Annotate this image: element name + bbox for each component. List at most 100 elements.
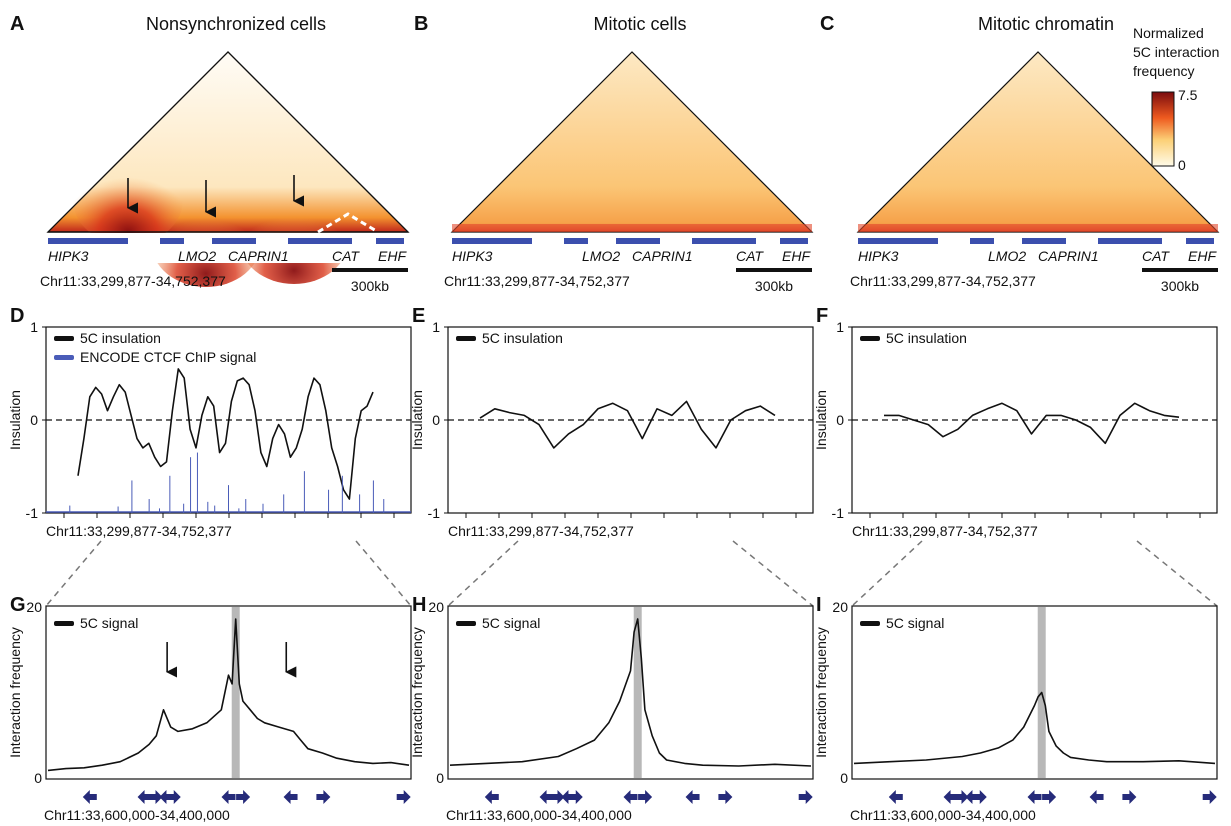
fragment-arrow-icon <box>954 790 969 804</box>
fragment-arrow-icon <box>137 790 152 804</box>
colorbar-title: frequency <box>1133 63 1194 79</box>
fragment-arrow-icon <box>396 790 411 804</box>
viewpoint-bar <box>633 607 642 778</box>
gene-label: CAT <box>1142 248 1170 264</box>
gene-label: LMO2 <box>178 248 216 264</box>
heatmap-panel-a: A Nonsynchronized cells HIPK3 LMO2 CAPRIN1 CA… <box>10 13 413 294</box>
legend-swatch <box>54 621 74 626</box>
scale-bar <box>736 268 812 272</box>
fragment-arrow-icon <box>1042 790 1057 804</box>
colorbar-gradient <box>1151 91 1175 167</box>
fragment-arrow-icon <box>623 790 638 804</box>
panel-label: G <box>10 594 26 616</box>
gene-track-segment <box>564 238 588 244</box>
fragment-arrow-icon <box>484 790 499 804</box>
legend-swatch <box>860 336 880 341</box>
y-tick-label: -1 <box>832 505 845 521</box>
coordinate-label: Chr11:33,299,877-34,752,377 <box>40 273 226 289</box>
gene-track-segment <box>970 238 994 244</box>
plot-frame <box>45 605 412 780</box>
fragment-arrow-icon <box>718 790 733 804</box>
gene-track-segment <box>212 238 256 244</box>
x-axis-label: Chr11:33,299,877-34,752,377 <box>448 523 634 539</box>
gene-track-segment <box>376 238 404 244</box>
fragment-arrow-icon <box>148 790 163 804</box>
gene-label: HIPK3 <box>452 248 493 264</box>
y-axis-label: Insulation <box>409 390 425 450</box>
y-tick-label: 0 <box>432 412 440 428</box>
fragment-arrow-icon <box>316 790 331 804</box>
plot-frame <box>447 605 814 780</box>
fragment-arrow-icon <box>972 790 987 804</box>
gene-label: HIPK3 <box>858 248 899 264</box>
fragment-arrow-icon <box>159 790 174 804</box>
heatmap-title: Mitotic cells <box>593 14 686 34</box>
signal-panel-h: H 20 0 Interaction frequency 5C signal Chr11:… <box>409 540 814 823</box>
y-axis-label: Insulation <box>813 390 829 450</box>
signal-line <box>449 618 812 767</box>
fragment-arrow-icon <box>1202 790 1217 804</box>
panel-label: H <box>412 594 426 616</box>
fragment-arrow-icon <box>221 790 236 804</box>
panel-label: D <box>10 305 24 327</box>
gene-track-segment <box>160 238 184 244</box>
signal-line <box>47 618 410 772</box>
x-axis-label: Chr11:33,299,877-34,752,377 <box>46 523 232 539</box>
zoom-connector <box>355 540 412 607</box>
legend-label: 5C insulation <box>80 330 161 346</box>
fragment-arrow-icon <box>638 790 653 804</box>
coordinate-label: Chr11:33,299,877-34,752,377 <box>444 273 630 289</box>
gene-track-segment <box>858 238 914 244</box>
fragment-arrow-icon <box>1089 790 1104 804</box>
legend-swatch <box>54 355 74 360</box>
legend-label: 5C insulation <box>482 330 563 346</box>
gene-track-segment <box>102 238 128 244</box>
panel-label: B <box>414 13 428 35</box>
signal-panel-i: I 20 0 Interaction frequency 5C signal Chr11:… <box>813 540 1218 823</box>
y-axis-label: Interaction frequency <box>813 627 829 758</box>
colorbar-max: 7.5 <box>1178 87 1198 103</box>
x-axis-label: Chr11:33,299,877-34,752,377 <box>852 523 1038 539</box>
gene-label: EHF <box>378 248 407 264</box>
heatmap-title: Nonsynchronized cells <box>146 14 326 34</box>
panel-label: I <box>816 594 822 616</box>
gene-track-segment <box>1098 238 1162 244</box>
gene-track-segment <box>506 238 532 244</box>
fragment-arrow-icon <box>568 790 583 804</box>
y-tick-label: 20 <box>832 599 848 615</box>
panel-label: E <box>412 305 425 327</box>
y-tick-label: -1 <box>428 505 441 521</box>
fragment-arrow-icon <box>943 790 958 804</box>
coordinate-label: Chr11:33,299,877-34,752,377 <box>850 273 1036 289</box>
gene-track-segment <box>692 238 756 244</box>
gene-label: CAPRIN1 <box>228 248 289 264</box>
y-tick-label: 0 <box>836 412 844 428</box>
colorbar-min: 0 <box>1178 157 1186 173</box>
gene-label: HIPK3 <box>48 248 89 264</box>
heatmap-title: Mitotic chromatin <box>978 14 1114 34</box>
gene-label: CAT <box>736 248 764 264</box>
scale-bar <box>332 268 408 272</box>
gene-label: EHF <box>1188 248 1217 264</box>
zoom-connector <box>851 540 923 607</box>
insulation-line <box>884 402 1180 445</box>
fragment-arrow-icon <box>965 790 980 804</box>
y-tick-label: -1 <box>26 505 39 521</box>
gene-label: CAPRIN1 <box>632 248 693 264</box>
fragment-arrow-icon <box>1027 790 1042 804</box>
y-tick-label: 1 <box>836 319 844 335</box>
legend-swatch <box>456 621 476 626</box>
y-tick-label: 0 <box>436 770 444 786</box>
gene-track-segment <box>452 238 508 244</box>
scale-bar-label: 300kb <box>351 278 389 294</box>
panel-label: A <box>10 13 24 35</box>
fragment-arrow-icon <box>166 790 181 804</box>
colorbar-title: Normalized <box>1133 25 1204 41</box>
y-tick-label: 20 <box>26 599 42 615</box>
scale-bar-label: 300kb <box>755 278 793 294</box>
viewpoint-bar <box>231 607 240 778</box>
insulation-line <box>77 368 374 500</box>
zoom-connector <box>1136 540 1218 607</box>
scale-bar-label: 300kb <box>1161 278 1199 294</box>
zoom-connector <box>45 540 102 607</box>
